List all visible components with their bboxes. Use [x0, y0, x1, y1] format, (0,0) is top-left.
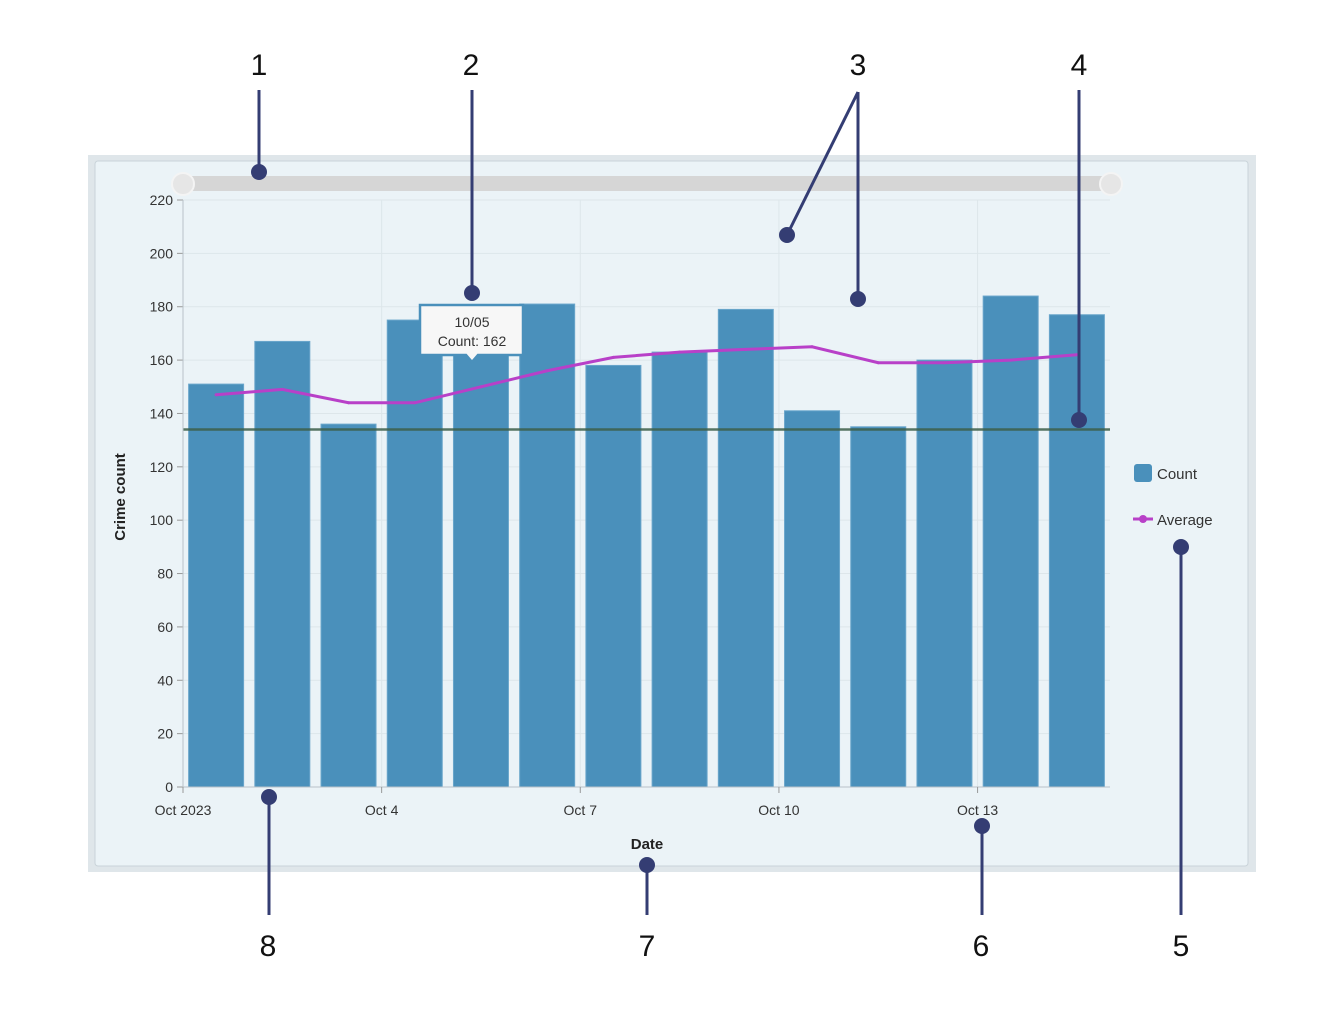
- average-point[interactable]: [214, 393, 218, 397]
- bar-10-13[interactable]: [982, 295, 1039, 788]
- bar-10-02[interactable]: [254, 340, 311, 788]
- callout-dot-4: [1071, 412, 1087, 428]
- tooltip-box: [418, 303, 525, 364]
- bar-10-01[interactable]: [188, 383, 245, 788]
- bar-10-06[interactable]: [519, 303, 576, 788]
- bar-10-04[interactable]: [386, 319, 443, 788]
- average-point[interactable]: [545, 369, 549, 373]
- y-tick-label: 60: [157, 619, 173, 635]
- bar-10-08[interactable]: [651, 351, 708, 788]
- x-tick-label: Oct 13: [957, 802, 998, 818]
- callout-dot-1: [251, 164, 267, 180]
- y-tick-label: 100: [150, 512, 174, 528]
- average-line-path: [215, 345, 1078, 405]
- range-slider[interactable]: [171, 172, 1123, 196]
- bar-10-05[interactable]: [452, 354, 509, 788]
- average-point[interactable]: [810, 345, 814, 349]
- callout-number-3: 3: [850, 49, 867, 82]
- tooltip: 10/05 Count: 162: [418, 303, 525, 364]
- average-point[interactable]: [280, 387, 284, 391]
- bars: [188, 295, 1105, 788]
- callout-dot-2: [464, 285, 480, 301]
- bar-10-14[interactable]: [1048, 314, 1105, 788]
- range-slider-track[interactable]: [183, 176, 1111, 191]
- x-tick-label: Oct 4: [365, 802, 399, 818]
- callout-number-8: 8: [260, 930, 277, 963]
- bar-10-03[interactable]: [320, 423, 377, 788]
- legend-count-swatch: [1134, 464, 1152, 482]
- range-slider-left-handle[interactable]: [171, 172, 195, 196]
- callout-number-4: 4: [1071, 49, 1088, 82]
- callouts: 1 2 3 4 5 6 7 8: [251, 49, 1190, 963]
- y-tick-label: 0: [165, 779, 173, 795]
- callout-dot-7: [639, 857, 655, 873]
- average-point[interactable]: [678, 350, 682, 354]
- callout-number-5: 5: [1173, 930, 1190, 963]
- y-tick-label: 80: [157, 566, 173, 582]
- callout-dot-3b: [850, 291, 866, 307]
- x-tick-label: Oct 7: [564, 802, 598, 818]
- callout-number-6: 6: [973, 930, 990, 963]
- bar-10-07[interactable]: [585, 364, 642, 788]
- x-axis: Oct 2023 Oct 4 Oct 7 Oct 10 Oct 13: [155, 786, 1110, 818]
- legend-item-average[interactable]: Average: [1133, 512, 1213, 529]
- y-tick-label: 40: [157, 672, 173, 688]
- callout-dot-8: [261, 789, 277, 805]
- x-tick-label: Oct 2023: [155, 802, 212, 818]
- legend-count-label: Count: [1157, 466, 1198, 483]
- tooltip-date: 10/05: [454, 314, 489, 330]
- average-point[interactable]: [876, 361, 880, 365]
- y-tick-label: 120: [150, 459, 174, 475]
- callout-dot-6: [974, 818, 990, 834]
- y-tick-label: 200: [150, 245, 174, 261]
- y-axis: 0 20 40 60 80 100 120 140 160 180 200 220: [150, 192, 184, 795]
- average-point[interactable]: [479, 385, 483, 389]
- average-line: [214, 345, 1079, 405]
- bar-10-09[interactable]: [717, 308, 774, 788]
- y-tick-label: 20: [157, 726, 173, 742]
- x-axis-label: Date: [631, 836, 664, 853]
- average-point[interactable]: [413, 401, 417, 405]
- y-tick-label: 220: [150, 192, 174, 208]
- legend-average-marker: [1139, 515, 1147, 523]
- x-tick-label: Oct 10: [758, 802, 799, 818]
- legend: Count Average: [1133, 464, 1213, 529]
- range-slider-right-handle[interactable]: [1099, 172, 1123, 196]
- average-point[interactable]: [744, 347, 748, 351]
- legend-average-label: Average: [1157, 512, 1213, 529]
- y-tick-label: 140: [150, 405, 174, 421]
- tooltip-value: Count: 162: [438, 333, 507, 349]
- callout-number-2: 2: [463, 49, 480, 82]
- bar-10-11[interactable]: [850, 426, 907, 788]
- average-point[interactable]: [1009, 358, 1013, 362]
- average-point[interactable]: [347, 401, 351, 405]
- callout-dot-3a: [779, 227, 795, 243]
- y-tick-label: 160: [150, 352, 174, 368]
- callout-dot-5: [1173, 539, 1189, 555]
- average-point[interactable]: [942, 361, 946, 365]
- legend-item-count[interactable]: Count: [1134, 464, 1198, 483]
- y-tick-label: 180: [150, 299, 174, 315]
- y-axis-label: Crime count: [112, 453, 129, 541]
- bar-10-10[interactable]: [784, 410, 841, 788]
- callout-number-1: 1: [251, 49, 268, 82]
- bar-10-12[interactable]: [916, 359, 973, 788]
- callout-number-7: 7: [639, 930, 656, 963]
- average-point[interactable]: [611, 355, 615, 359]
